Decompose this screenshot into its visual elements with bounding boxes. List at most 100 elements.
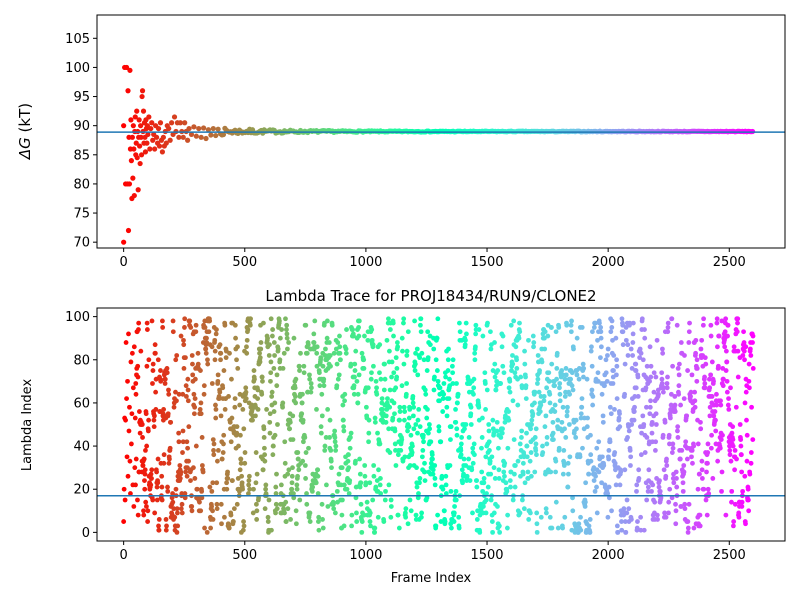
lambda-point — [459, 467, 465, 473]
lambda-point — [560, 404, 566, 410]
delta-g-point — [142, 149, 149, 155]
lambda-point — [484, 491, 489, 496]
lambda-point — [140, 435, 145, 440]
lambda-point — [676, 391, 682, 397]
lambda-point — [495, 504, 500, 509]
lambda-point — [462, 426, 467, 432]
lambda-point — [170, 499, 176, 505]
lambda-point — [635, 374, 641, 380]
lambda-point — [209, 381, 215, 386]
lambda-point — [569, 318, 574, 324]
lambda-point — [176, 391, 182, 397]
lambda-point — [200, 469, 206, 475]
lambda-point — [675, 424, 681, 430]
delta-g-point — [132, 114, 138, 120]
lambda-point — [372, 529, 378, 535]
lambda-point — [537, 368, 542, 373]
lambda-point — [234, 430, 240, 436]
lambda-point — [739, 504, 745, 509]
lambda-point — [565, 404, 570, 410]
lambda-point — [371, 473, 377, 479]
lambda-point — [532, 400, 537, 406]
lambda-point — [180, 439, 186, 445]
lambda-point — [661, 467, 667, 473]
lambda-point — [605, 491, 611, 496]
lambda-point — [742, 473, 748, 479]
lambda-point — [420, 432, 426, 438]
lambda-point — [750, 333, 756, 339]
bottom-x-tick-label: 0 — [120, 548, 128, 563]
delta-g-point — [169, 120, 175, 126]
lambda-point — [189, 504, 195, 509]
lambda-point — [530, 411, 536, 417]
lambda-point — [746, 378, 752, 384]
lambda-point — [647, 378, 652, 384]
lambda-point — [712, 409, 718, 414]
lambda-point — [129, 350, 135, 356]
lambda-point — [212, 337, 218, 343]
lambda-point — [487, 447, 492, 453]
lambda-point — [635, 394, 641, 399]
lambda-point — [685, 368, 691, 373]
lambda-point — [457, 329, 463, 335]
lambda-point — [131, 504, 137, 509]
lambda-point — [238, 432, 243, 438]
top-x-tick-label: 2500 — [713, 255, 746, 270]
lambda-point — [293, 508, 299, 514]
lambda-point — [675, 435, 681, 440]
lambda-point — [280, 404, 285, 410]
delta-g-point — [144, 123, 150, 129]
lambda-point — [596, 469, 602, 475]
lambda-point — [226, 525, 232, 531]
lambda-point — [653, 439, 659, 445]
lambda-point — [286, 340, 292, 345]
lambda-point — [175, 510, 180, 516]
lambda-point — [512, 370, 518, 376]
lambda-point — [693, 337, 699, 343]
delta-g-point — [156, 143, 163, 149]
lambda-point — [142, 467, 148, 473]
delta-g-point — [180, 134, 186, 140]
lambda-point — [289, 486, 295, 492]
delta-g-point — [128, 158, 134, 164]
top-x-tick-label: 2000 — [592, 255, 625, 270]
lambda-point — [547, 391, 553, 397]
lambda-point — [437, 385, 443, 391]
lambda-point — [371, 363, 376, 369]
lambda-point — [340, 497, 345, 503]
lambda-point — [713, 428, 719, 434]
lambda-point — [167, 445, 173, 451]
lambda-point — [562, 514, 568, 520]
lambda-point — [377, 441, 383, 447]
lambda-point — [387, 450, 393, 455]
lambda-point — [707, 404, 713, 410]
lambda-point — [240, 486, 245, 492]
lambda-point — [609, 318, 615, 324]
lambda-point — [348, 430, 354, 436]
lambda-point — [707, 385, 713, 391]
lambda-point — [250, 417, 255, 423]
lambda-point — [619, 527, 625, 533]
lambda-point — [230, 478, 235, 483]
lambda-point — [222, 406, 228, 412]
lambda-point — [127, 404, 132, 410]
lambda-point — [446, 396, 452, 402]
lambda-point — [133, 391, 139, 397]
lambda-point — [573, 435, 579, 440]
lambda-point — [498, 381, 503, 386]
lambda-point — [295, 456, 301, 462]
lambda-point — [418, 329, 424, 335]
lambda-point — [531, 344, 536, 350]
lambda-point — [492, 374, 498, 380]
lambda-point — [659, 370, 665, 376]
lambda-point — [185, 376, 191, 382]
lambda-point — [372, 419, 378, 425]
lambda-point — [315, 467, 321, 473]
lambda-point — [637, 346, 643, 352]
top-y-tick-label: 100 — [65, 61, 90, 76]
lambda-point — [590, 394, 596, 399]
lambda-point — [715, 458, 721, 464]
lambda-point — [660, 432, 666, 438]
lambda-point — [439, 473, 445, 479]
